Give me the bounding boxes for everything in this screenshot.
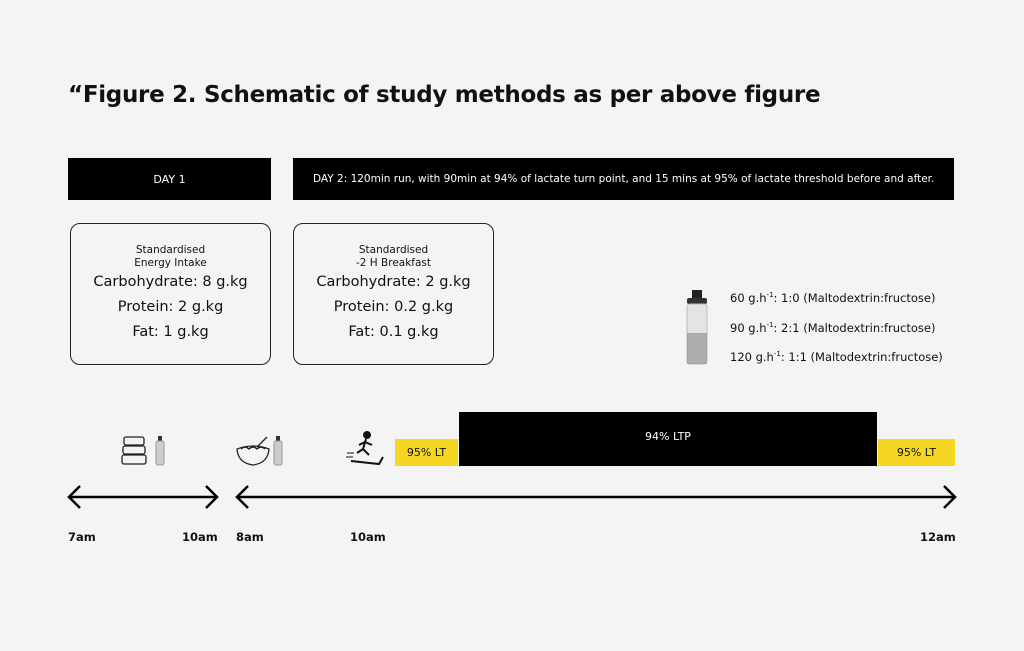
- time-label: 10am: [182, 530, 218, 544]
- drink-option: 120 g.h-1: 1:1 (Maltodextrin:fructose): [730, 350, 943, 364]
- dose: 60 g.h: [730, 291, 767, 305]
- day1-arrow: [67, 485, 219, 509]
- drink-option: 60 g.h-1: 1:0 (Maltodextrin:fructose): [730, 291, 935, 305]
- unit-sup: -1: [766, 291, 774, 300]
- time-label: 7am: [68, 530, 96, 544]
- timeline-arrows: [67, 485, 957, 509]
- large-bottle-icon: [686, 290, 708, 365]
- unit-sup: -1: [773, 350, 781, 359]
- carb-line: Carbohydrate: 2 g.kg: [316, 274, 471, 290]
- protein-line: Protein: 0.2 g.kg: [333, 299, 454, 315]
- ratio: : 2:1 (Maltodextrin:fructose): [773, 321, 936, 335]
- cereal-bowl-icon: [236, 436, 270, 466]
- treadmill-runner-icon: [346, 431, 384, 466]
- time-label: 8am: [236, 530, 264, 544]
- carb-line: Carbohydrate: 8 g.kg: [93, 274, 248, 290]
- segment-95-lt-start: 95% LT: [395, 439, 458, 466]
- time-label: 12am: [920, 530, 956, 544]
- dose: 90 g.h: [730, 321, 767, 335]
- ratio: : 1:1 (Maltodextrin:fructose): [780, 350, 943, 364]
- figure-title: “Figure 2. Schematic of study methods as…: [68, 82, 821, 108]
- segment-94-ltp: 94% LTP: [459, 412, 877, 466]
- fat-line: Fat: 0.1 g.kg: [348, 324, 439, 340]
- unit-sup: -1: [766, 321, 774, 330]
- day1-intake-box: Standardised Energy Intake Carbohydrate:…: [70, 223, 271, 365]
- bottle-icon: [273, 436, 283, 466]
- day2-arrow: [235, 485, 957, 509]
- bottle-icon: [155, 436, 165, 466]
- protein-line: Protein: 2 g.kg: [117, 299, 224, 315]
- day2-breakfast-box: Standardised -2 H Breakfast Carbohydrate…: [293, 223, 494, 365]
- ratio: : 1:0 (Maltodextrin:fructose): [773, 291, 936, 305]
- day2-header: DAY 2: 120min run, with 90min at 94% of …: [293, 158, 954, 200]
- box-subtitle: Energy Intake: [134, 257, 207, 269]
- box-subtitle: Standardised: [135, 244, 206, 256]
- food-containers-icon: [121, 436, 147, 465]
- segment-95-lt-end: 95% LT: [878, 439, 955, 466]
- fat-line: Fat: 1 g.kg: [132, 324, 209, 340]
- box-subtitle: Standardised: [358, 244, 429, 256]
- day1-header: DAY 1: [68, 158, 271, 200]
- drink-option: 90 g.h-1: 2:1 (Maltodextrin:fructose): [730, 321, 935, 335]
- dose: 120 g.h: [730, 350, 774, 364]
- time-label: 10am: [350, 530, 386, 544]
- box-subtitle: -2 H Breakfast: [355, 257, 432, 269]
